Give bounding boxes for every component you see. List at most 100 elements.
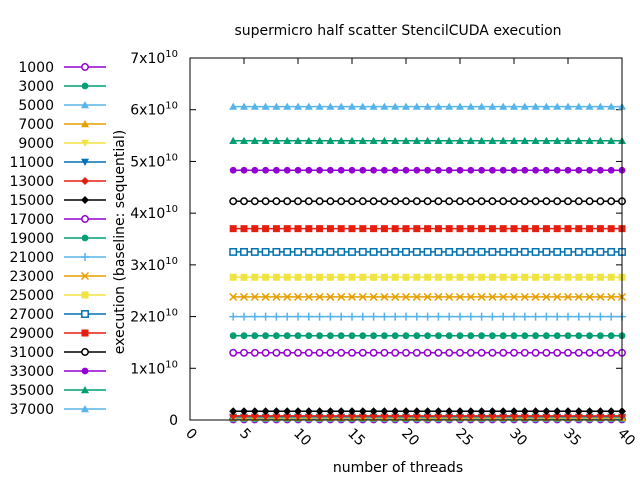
data-point [229,332,237,340]
data-point [369,348,378,357]
data-point [564,225,572,233]
data-point [240,332,248,340]
data-point [499,225,507,233]
data-point [337,102,346,110]
data-point [402,411,410,420]
data-point [261,407,270,416]
data-point [455,292,465,301]
data-point [272,225,280,233]
legend-item: 17000 [9,212,106,228]
data-point [445,292,454,301]
x-tick-label: 10 [290,426,314,450]
x-tick-label: 30 [506,426,530,450]
data-point [412,197,421,206]
data-point [273,166,280,174]
data-point [456,407,464,416]
data-point [315,312,324,321]
data-point [240,273,248,281]
data-point [520,292,529,301]
data-point [229,407,238,416]
data-point [532,273,540,281]
data-point [337,407,346,416]
data-point [283,348,292,357]
data-point [596,292,605,301]
series-37000 [229,102,626,110]
y-tick-label: 1x1010 [130,359,178,377]
data-point [553,332,561,340]
data-point [423,247,432,256]
legend-item: 33000 [9,364,106,380]
data-point [477,407,486,416]
data-point [391,247,400,256]
data-point [607,312,616,321]
legend-item: 31000 [9,345,106,361]
data-point [478,166,485,174]
data-point [532,225,540,233]
data-point [553,273,561,281]
data-point [337,411,346,420]
data-point [467,225,475,233]
data-point [466,407,475,416]
data-point [434,197,443,206]
data-point [499,332,507,340]
data-point [359,273,367,281]
series-27000 [229,247,626,256]
data-point [283,411,292,420]
data-point [283,407,292,416]
data-point [531,411,540,420]
data-point [510,197,518,206]
data-point [359,225,367,233]
data-point [434,136,443,144]
legend-item: 27000 [9,307,106,323]
data-point [316,166,323,174]
data-point [239,292,249,301]
data-point [229,225,237,233]
legend-label: 35000 [9,383,54,399]
data-point [456,411,464,420]
data-point [424,332,431,340]
data-point [294,225,302,233]
legend-label: 29000 [9,326,54,342]
data-point [423,292,432,301]
data-point [553,407,562,416]
x-tick-label: 25 [452,426,476,450]
data-point [358,197,367,206]
data-point [358,407,367,416]
data-point [466,348,475,357]
data-point [402,225,410,233]
data-point [509,292,519,301]
data-point [229,197,238,206]
legend-item: 1000 [18,60,106,76]
data-point [456,273,464,281]
x-tick-label: 5 [236,426,254,444]
data-point [229,136,238,144]
data-point [521,332,529,340]
data-point [272,348,281,357]
data-point [240,411,248,420]
data-point [607,225,615,233]
legend-marker [81,215,89,223]
data-point [423,407,432,416]
data-point [369,136,378,144]
data-point [596,247,605,256]
data-point [380,411,389,420]
data-point [348,411,356,420]
series-15000 [229,407,626,416]
data-point [358,247,367,256]
data-point [607,348,616,357]
data-point [348,247,356,256]
data-point [337,292,346,301]
data-point [520,407,529,416]
data-point [380,348,389,357]
legend-item: 9000 [18,136,106,152]
legend-item: 37000 [9,402,106,418]
data-point [337,312,346,321]
data-point [553,411,562,420]
data-point [273,332,280,340]
data-point [391,292,400,301]
data-point [467,332,475,340]
legend-label: 11000 [9,155,54,171]
data-point [348,407,356,416]
legend-marker [81,367,89,375]
